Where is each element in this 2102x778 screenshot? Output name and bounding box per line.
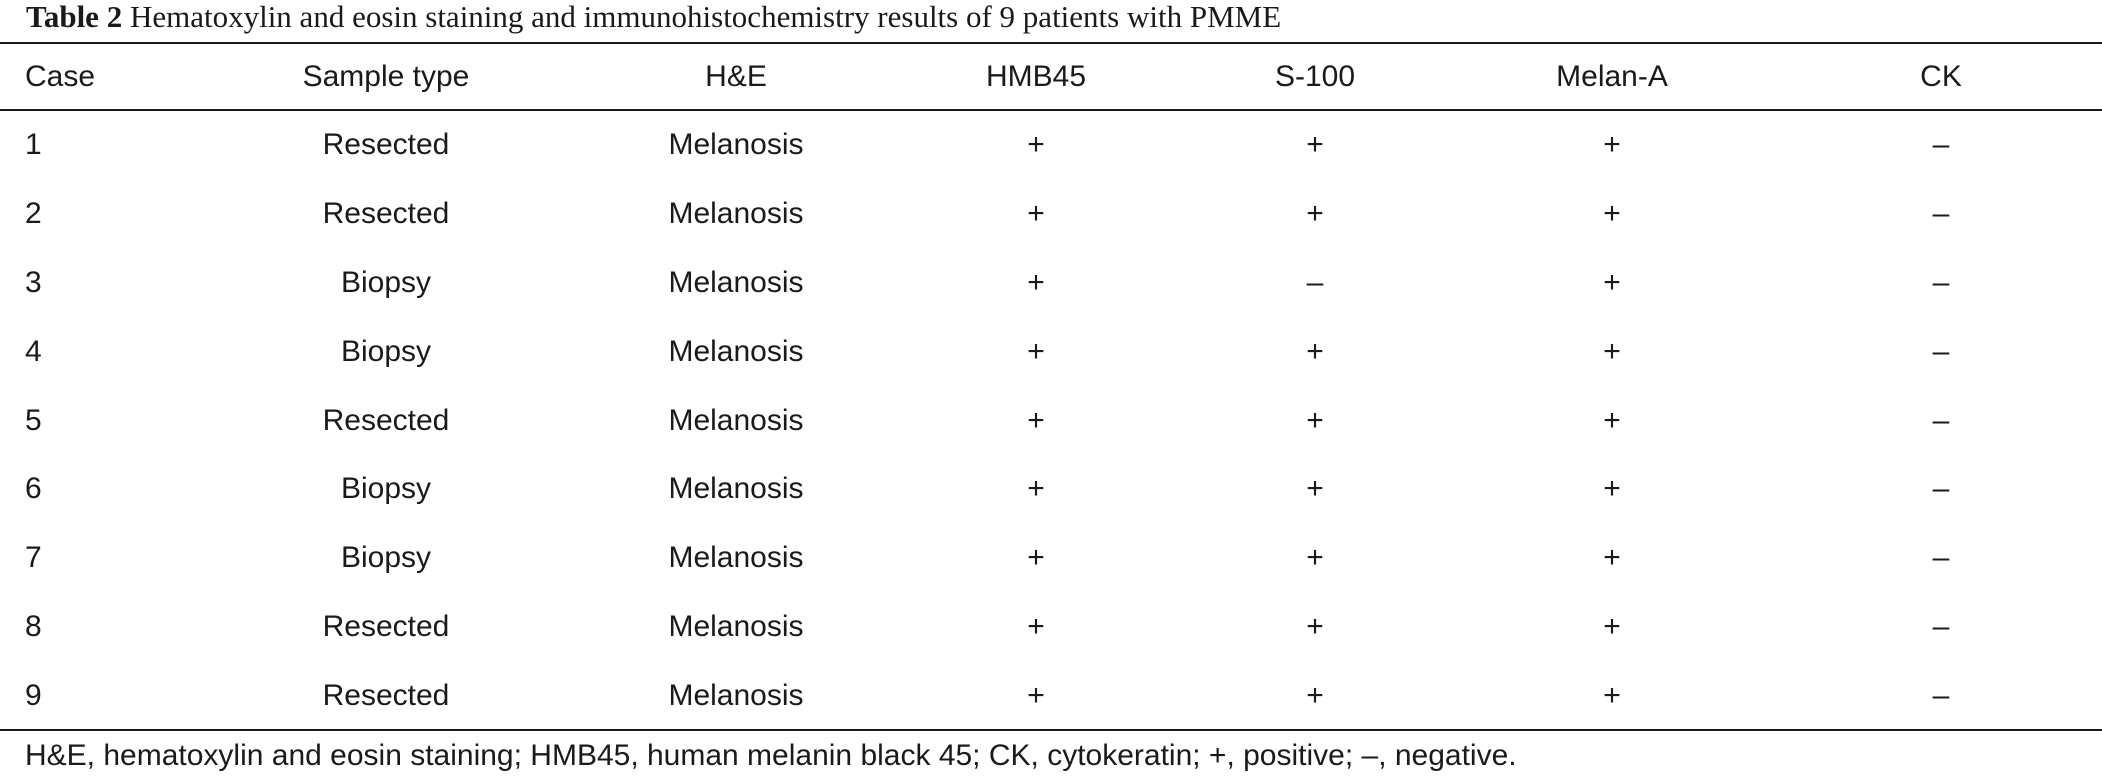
cell-he: Melanosis: [668, 334, 804, 368]
cell-case: 1: [25, 128, 42, 162]
table-row: 9 Resected Melanosis + + + –: [0, 661, 2102, 730]
cell-hmb45: +: [1027, 678, 1045, 712]
table-top-rule: [0, 42, 2102, 44]
cell-s100: +: [1306, 472, 1324, 506]
cell-s100: +: [1306, 609, 1324, 643]
cell-ck: –: [1932, 334, 1950, 368]
table-bottom-rule: [0, 729, 2102, 731]
cell-case: 3: [25, 265, 42, 299]
cell-melan-a: +: [1603, 265, 1621, 299]
cell-hmb45: +: [1027, 472, 1045, 506]
table-header-rule: [0, 109, 2102, 111]
cell-he: Melanosis: [668, 265, 804, 299]
header-row: Case Sample type H&E HMB45 S-100 Melan-A…: [0, 44, 2102, 109]
cell-s100: +: [1306, 128, 1324, 162]
table-footnote: H&E, hematoxylin and eosin staining; HMB…: [25, 739, 1517, 772]
cell-sample-type: Biopsy: [340, 541, 432, 575]
cell-melan-a: +: [1603, 609, 1621, 643]
column-header-s100: S-100: [1274, 59, 1356, 93]
cell-sample-type: Biopsy: [340, 472, 432, 506]
column-header-melan-a: Melan-A: [1556, 59, 1668, 93]
cell-s100: +: [1306, 334, 1324, 368]
cell-sample-type: Resected: [322, 678, 450, 712]
column-header-sample-type: Sample type: [302, 59, 470, 93]
cell-sample-type: Biopsy: [340, 334, 432, 368]
cell-melan-a: +: [1603, 541, 1621, 575]
cell-case: 6: [25, 472, 42, 506]
cell-he: Melanosis: [668, 609, 804, 643]
cell-melan-a: +: [1603, 334, 1621, 368]
column-header-ck: CK: [1920, 59, 1962, 93]
cell-melan-a: +: [1603, 403, 1621, 437]
cell-he: Melanosis: [668, 128, 804, 162]
cell-case: 2: [25, 197, 42, 231]
cell-case: 5: [25, 403, 42, 437]
cell-he: Melanosis: [668, 472, 804, 506]
cell-s100: +: [1306, 197, 1324, 231]
cell-hmb45: +: [1027, 197, 1045, 231]
cell-he: Melanosis: [668, 197, 804, 231]
cell-ck: –: [1932, 265, 1950, 299]
column-header-case: Case: [25, 59, 96, 93]
table-row: 7 Biopsy Melanosis + + + –: [0, 524, 2102, 593]
cell-ck: –: [1932, 678, 1950, 712]
cell-s100: +: [1306, 678, 1324, 712]
cell-s100: –: [1306, 265, 1324, 299]
cell-sample-type: Resected: [322, 197, 450, 231]
cell-melan-a: +: [1603, 128, 1621, 162]
table-body: 1 Resected Melanosis + + + – 2 Resected …: [0, 109, 2102, 730]
cell-hmb45: +: [1027, 609, 1045, 643]
cell-ck: –: [1932, 541, 1950, 575]
table-header: Case Sample type H&E HMB45 S-100 Melan-A…: [0, 44, 2102, 109]
cell-he: Melanosis: [668, 678, 804, 712]
table-row: 1 Resected Melanosis + + + –: [0, 111, 2102, 180]
table-row: 5 Resected Melanosis + + + –: [0, 386, 2102, 455]
results-table: Case Sample type H&E HMB45 S-100 Melan-A…: [0, 44, 2102, 730]
table-row: 8 Resected Melanosis + + + –: [0, 593, 2102, 662]
table-caption-text: Hematoxylin and eosin staining and immun…: [129, 0, 1282, 34]
cell-case: 8: [25, 609, 42, 643]
cell-s100: +: [1306, 541, 1324, 575]
cell-he: Melanosis: [668, 403, 804, 437]
cell-case: 4: [25, 334, 42, 368]
cell-melan-a: +: [1603, 678, 1621, 712]
cell-sample-type: Resected: [322, 403, 450, 437]
cell-ck: –: [1932, 128, 1950, 162]
column-header-hmb45: HMB45: [985, 59, 1087, 93]
cell-ck: –: [1932, 197, 1950, 231]
cell-sample-type: Biopsy: [340, 265, 432, 299]
table-caption-label: Table 2: [26, 0, 123, 34]
cell-ck: –: [1932, 403, 1950, 437]
cell-sample-type: Resected: [322, 609, 450, 643]
table-row: 2 Resected Melanosis + + + –: [0, 180, 2102, 249]
cell-case: 9: [25, 678, 42, 712]
cell-s100: +: [1306, 403, 1324, 437]
cell-hmb45: +: [1027, 128, 1045, 162]
cell-ck: –: [1932, 472, 1950, 506]
cell-case: 7: [25, 541, 42, 575]
cell-melan-a: +: [1603, 197, 1621, 231]
cell-hmb45: +: [1027, 541, 1045, 575]
table-row: 3 Biopsy Melanosis + – + –: [0, 249, 2102, 318]
cell-melan-a: +: [1603, 472, 1621, 506]
table-row: 6 Biopsy Melanosis + + + –: [0, 455, 2102, 524]
cell-he: Melanosis: [668, 541, 804, 575]
cell-sample-type: Resected: [322, 128, 450, 162]
table-caption: Table 2 Hematoxylin and eosin staining a…: [26, 0, 1281, 36]
cell-hmb45: +: [1027, 334, 1045, 368]
cell-ck: –: [1932, 609, 1950, 643]
cell-hmb45: +: [1027, 265, 1045, 299]
cell-hmb45: +: [1027, 403, 1045, 437]
column-header-he: H&E: [705, 59, 767, 93]
table-row: 4 Biopsy Melanosis + + + –: [0, 317, 2102, 386]
